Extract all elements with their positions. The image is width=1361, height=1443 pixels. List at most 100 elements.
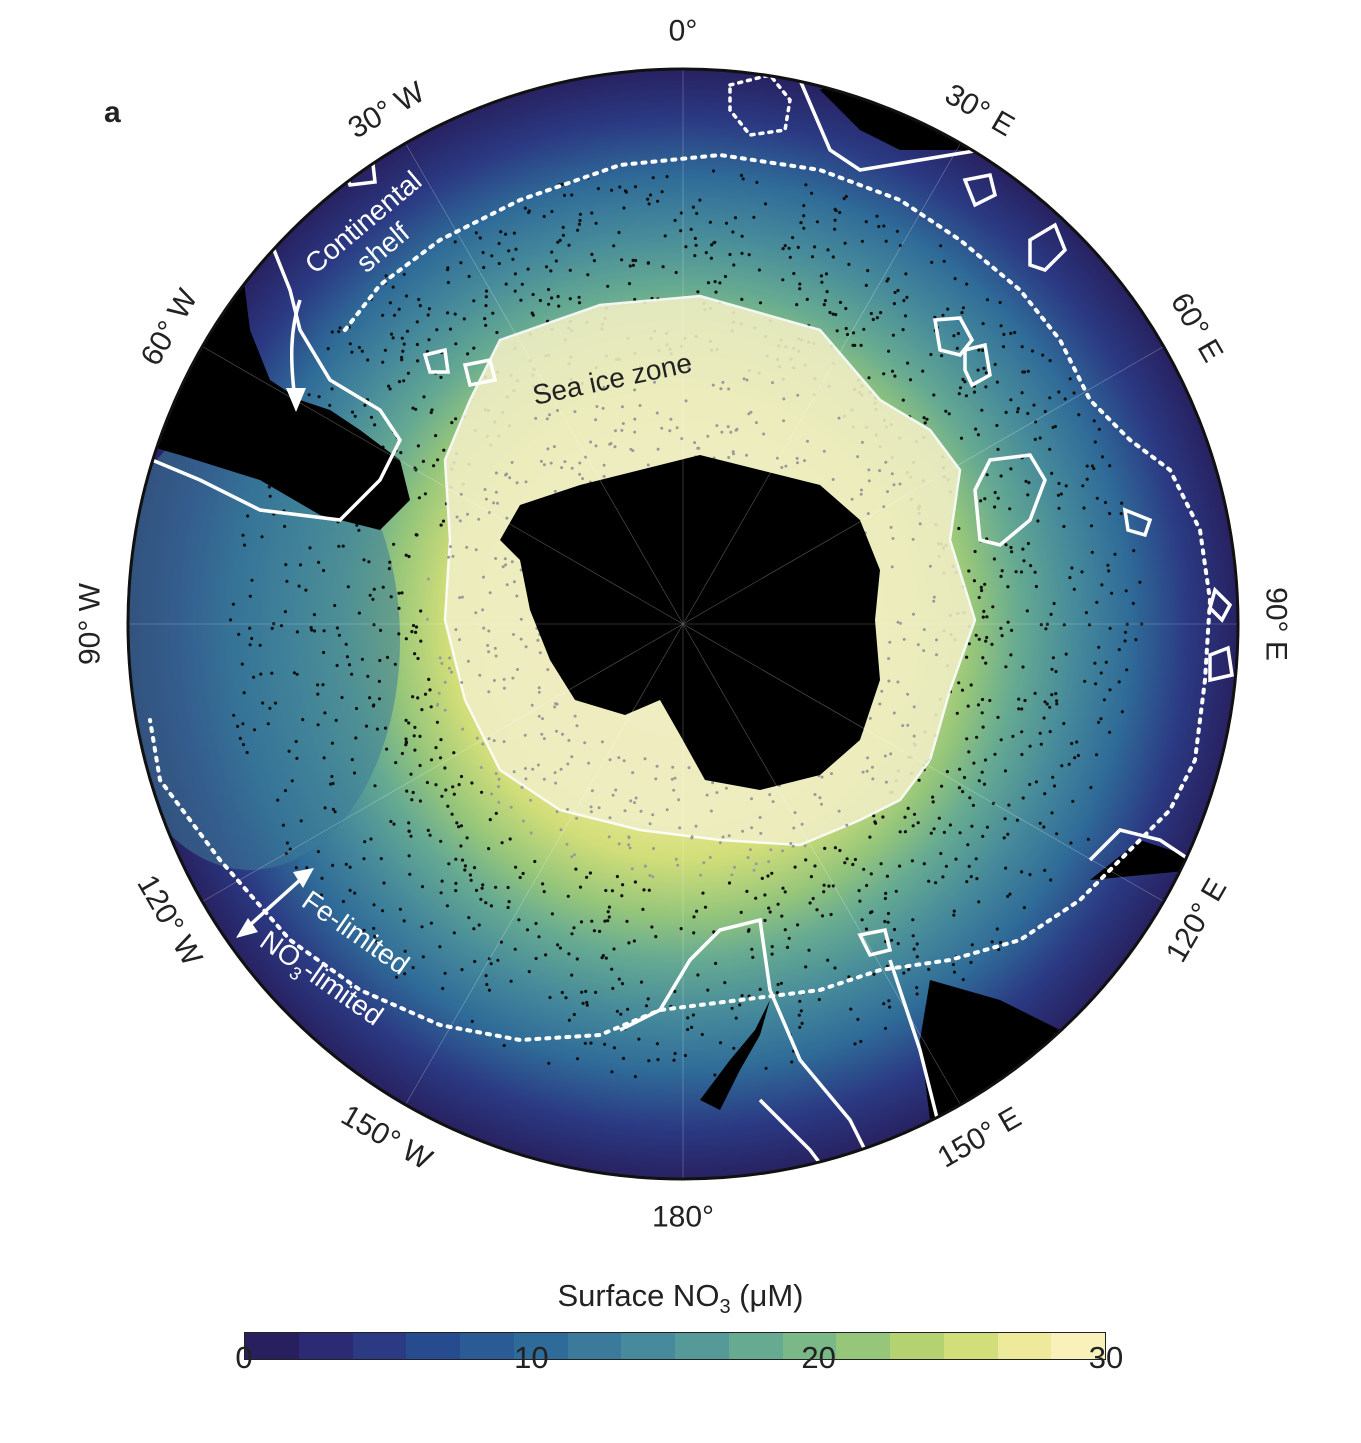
float-track-dot	[967, 642, 971, 646]
float-track-dot	[750, 826, 754, 830]
float-track-dot	[1034, 420, 1038, 424]
float-track-dot	[610, 889, 615, 893]
float-track-dot	[449, 545, 452, 549]
float-track-dot	[866, 269, 870, 273]
float-track-dot	[1038, 821, 1042, 825]
float-track-dot	[763, 918, 767, 923]
float-track-dot	[397, 307, 401, 311]
float-track-dot	[1099, 717, 1103, 721]
float-track-dot	[996, 715, 1000, 720]
float-track-dot	[429, 758, 434, 762]
float-track-dot	[923, 421, 927, 425]
float-track-dot	[415, 342, 419, 347]
float-track-dot	[441, 519, 446, 523]
float-track-dot	[1131, 601, 1135, 606]
float-track-dot	[612, 1046, 617, 1050]
float-track-dot	[963, 380, 967, 384]
float-track-dot	[1020, 345, 1024, 349]
float-track-dot	[400, 336, 404, 340]
float-track-dot	[400, 358, 404, 362]
float-track-dot	[1083, 679, 1087, 683]
float-track-dot	[272, 622, 276, 626]
float-track-dot	[502, 686, 506, 690]
float-track-dot	[1108, 511, 1112, 516]
float-track-dot	[981, 348, 985, 352]
float-track-dot	[448, 656, 452, 660]
float-track-dot	[316, 850, 320, 854]
float-track-dot	[353, 414, 357, 418]
float-track-dot	[971, 803, 976, 808]
float-track-dot	[537, 690, 541, 694]
float-track-dot	[570, 466, 574, 470]
float-track-dot	[1108, 464, 1112, 468]
float-track-dot	[915, 942, 919, 946]
float-track-dot	[490, 792, 494, 796]
float-track-dot	[799, 221, 803, 225]
float-track-dot	[1000, 634, 1004, 638]
float-track-dot	[548, 413, 551, 417]
float-track-dot	[276, 798, 280, 802]
float-track-dot	[443, 680, 447, 684]
float-track-dot	[463, 864, 467, 868]
float-track-dot	[417, 496, 421, 500]
float-track-dot	[982, 609, 986, 614]
float-track-dot	[692, 915, 696, 919]
float-track-dot	[382, 881, 386, 885]
float-track-dot	[1016, 407, 1020, 411]
float-track-dot	[864, 220, 868, 224]
float-track-dot	[890, 472, 894, 476]
float-track-dot	[898, 864, 902, 868]
float-track-dot	[792, 826, 796, 830]
float-track-dot	[959, 436, 964, 440]
float-track-dot	[298, 563, 303, 567]
float-track-dot	[228, 618, 233, 622]
float-track-dot	[392, 542, 396, 546]
float-track-dot	[890, 369, 895, 373]
float-track-dot	[499, 940, 503, 944]
float-track-dot	[444, 788, 448, 792]
float-track-dot	[436, 458, 440, 462]
float-track-dot	[955, 711, 959, 715]
float-track-dot	[687, 766, 691, 770]
float-track-dot	[838, 300, 843, 304]
float-track-dot	[440, 794, 444, 798]
float-track-dot	[882, 505, 886, 509]
float-track-dot	[1060, 764, 1064, 768]
float-track-dot	[728, 252, 732, 257]
float-track-dot	[404, 741, 409, 745]
float-track-dot	[870, 910, 874, 914]
float-track-dot	[446, 280, 450, 285]
float-track-dot	[1042, 716, 1046, 720]
float-track-dot	[1097, 720, 1101, 725]
float-track-dot	[705, 793, 709, 797]
float-track-dot	[1048, 359, 1052, 363]
float-track-dot	[446, 804, 450, 808]
float-track-dot	[740, 234, 744, 238]
float-track-dot	[910, 859, 915, 863]
float-track-dot	[364, 724, 369, 728]
float-track-dot	[623, 809, 627, 813]
float-track-dot	[612, 244, 616, 248]
float-track-dot	[634, 796, 638, 800]
float-track-dot	[512, 633, 515, 636]
float-track-dot	[704, 251, 708, 255]
float-track-dot	[379, 857, 383, 861]
float-track-dot	[1068, 576, 1072, 580]
float-track-dot	[656, 199, 660, 203]
float-track-dot	[462, 317, 466, 321]
float-track-dot	[754, 896, 758, 900]
float-track-dot	[691, 1013, 696, 1017]
float-track-dot	[513, 289, 517, 293]
float-track-dot	[997, 947, 1001, 952]
float-track-dot	[807, 948, 811, 952]
float-track-dot	[1070, 741, 1074, 746]
float-track-dot	[1050, 811, 1054, 815]
float-track-dot	[426, 313, 430, 317]
float-track-dot	[381, 313, 385, 317]
float-track-dot	[912, 947, 916, 951]
float-track-dot	[802, 204, 806, 208]
float-track-dot	[350, 758, 354, 762]
float-track-dot	[290, 779, 294, 783]
float-track-dot	[418, 763, 422, 768]
float-track-dot	[482, 575, 485, 579]
